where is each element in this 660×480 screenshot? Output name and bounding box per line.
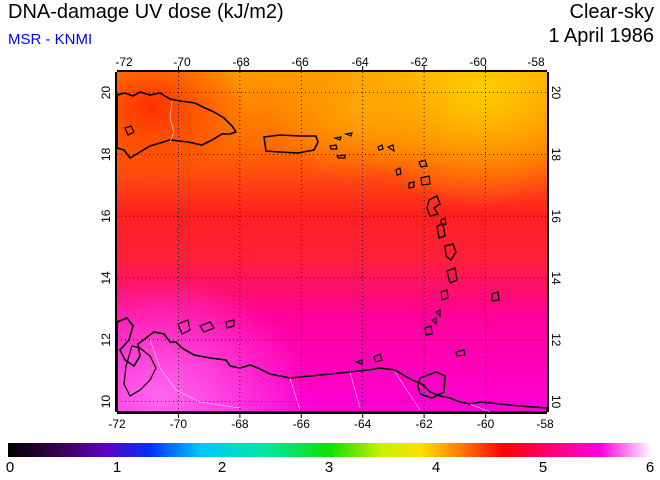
bottom-border xyxy=(117,412,547,414)
island-aruba xyxy=(177,319,191,335)
island-barbuda xyxy=(418,159,428,168)
island-guadeloupe xyxy=(426,195,441,217)
island-grenada xyxy=(424,325,433,336)
lon-tick-bottom: -70 xyxy=(170,417,188,431)
lon-tick-bottom: -68 xyxy=(231,417,249,431)
grenadines xyxy=(430,309,441,326)
lon-tick-bottom: -64 xyxy=(354,417,372,431)
island-martinique xyxy=(444,243,457,262)
island-bonaire xyxy=(225,319,235,329)
lon-tick-bottom: -60 xyxy=(477,417,495,431)
colorbar-label: 3 xyxy=(324,459,334,476)
lon-tick-bottom: -66 xyxy=(293,417,311,431)
colorbar-label: 0 xyxy=(5,459,15,476)
island-st-vincent xyxy=(440,289,449,301)
lon-tick-top: -68 xyxy=(232,55,250,69)
island-montserrat xyxy=(408,181,415,189)
puerto-rico-coast xyxy=(263,134,319,154)
colorbar xyxy=(8,443,652,457)
lon-tick-top: -66 xyxy=(291,55,309,69)
island-st-kitts xyxy=(395,167,402,176)
lon-tick-bottom: -62 xyxy=(415,417,433,431)
map-title: DNA-damage UV dose (kJ/m2) xyxy=(8,1,284,23)
island-st-martin xyxy=(386,144,395,153)
colorbar-label: 1 xyxy=(112,459,122,476)
island-dominica xyxy=(436,223,446,239)
lat-tick-right: 12 xyxy=(549,333,563,347)
island-curacao xyxy=(199,321,215,333)
country-borders xyxy=(149,339,491,412)
island-anguilla xyxy=(377,144,384,151)
hispaniola-coast xyxy=(117,91,238,160)
lon-tick-top: -60 xyxy=(469,55,487,69)
graticule xyxy=(117,72,547,412)
colorbar-label: 2 xyxy=(217,459,227,476)
lat-tick-right: 20 xyxy=(549,86,563,100)
lat-tick-right: 10 xyxy=(549,395,563,409)
island-barbados xyxy=(491,291,500,302)
axis-tick-marks xyxy=(177,66,487,418)
colorbar-label: 4 xyxy=(431,459,441,476)
island-antigua xyxy=(420,175,431,186)
island-st-lucia xyxy=(446,267,458,284)
lake-maracaibo xyxy=(123,345,157,397)
right-border xyxy=(547,72,549,412)
left-border xyxy=(115,72,117,412)
island-margarita xyxy=(373,353,383,363)
date-label: 1 April 1986 xyxy=(548,25,654,47)
lat-tick-right: 16 xyxy=(549,210,563,224)
sky-condition-label: Clear-sky xyxy=(569,1,654,23)
hispaniola-border xyxy=(169,100,175,143)
island-st-croix xyxy=(336,154,346,159)
lat-tick-right: 18 xyxy=(549,148,563,162)
lat-tick-left: 12 xyxy=(99,333,113,347)
lon-tick-top: -70 xyxy=(173,55,191,69)
island-marie-galante xyxy=(440,217,447,226)
lon-tick-bottom: -72 xyxy=(108,417,126,431)
lat-tick-left: 16 xyxy=(99,209,113,223)
colorbar-label: 6 xyxy=(645,459,655,476)
lat-tick-left: 14 xyxy=(99,271,113,285)
lon-tick-top: -58 xyxy=(527,55,545,69)
island-vieques xyxy=(329,144,338,150)
source-label: MSR - KNMI xyxy=(8,31,93,48)
lat-tick-left: 10 xyxy=(99,395,113,409)
lon-tick-top: -72 xyxy=(115,55,133,69)
colorbar-label: 5 xyxy=(538,459,548,476)
top-border xyxy=(117,70,547,72)
virgin-islands xyxy=(332,132,353,141)
south-america-coast xyxy=(117,317,547,412)
island-coche xyxy=(354,359,363,365)
lon-tick-top: -62 xyxy=(410,55,428,69)
island-gonave xyxy=(124,125,135,136)
lon-tick-bottom: -58 xyxy=(536,417,554,431)
lat-tick-right: 14 xyxy=(549,271,563,285)
lat-tick-left: 18 xyxy=(99,147,113,161)
lon-tick-top: -64 xyxy=(351,55,369,69)
island-tobago xyxy=(455,349,466,357)
lat-tick-left: 20 xyxy=(99,86,113,100)
